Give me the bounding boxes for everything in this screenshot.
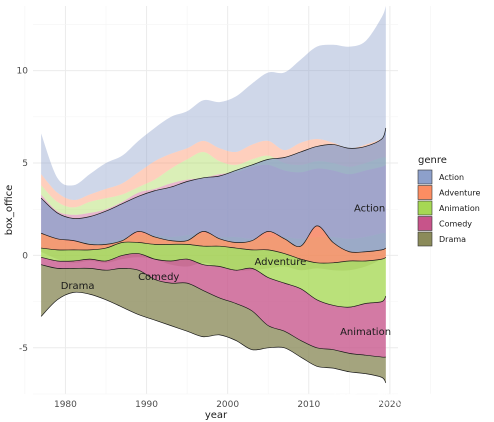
areas-dark-layer bbox=[40, 127, 387, 384]
area-light-action bbox=[41, 6, 386, 201]
x-tick-label: 2020 bbox=[378, 400, 401, 410]
legend-title: genre bbox=[418, 155, 447, 166]
legend-key-adventure bbox=[417, 185, 433, 200]
annotation-animation: Animation bbox=[340, 327, 391, 338]
annotation-comedy: Comedy bbox=[138, 272, 179, 283]
plot-area: Drama Comedy Adventure Action Animation bbox=[24, 6, 431, 395]
area-edge-action bbox=[40, 127, 387, 219]
area-edge-bottom bbox=[40, 291, 387, 384]
y-axis: -5 0 5 10 bbox=[17, 67, 29, 354]
y-tick-label: 10 bbox=[17, 67, 29, 77]
legend-label-comedy: Comedy bbox=[439, 220, 472, 229]
legend-label-action: Action bbox=[439, 173, 464, 182]
x-axis-title: year bbox=[205, 410, 228, 421]
area-dark-animation bbox=[41, 242, 386, 308]
legend-label-adventure: Adventure bbox=[439, 189, 480, 198]
x-tick-label: 2010 bbox=[297, 400, 320, 410]
legend-key-animation bbox=[417, 200, 433, 216]
area-dark-adventure bbox=[41, 225, 386, 264]
area-edge-comedy bbox=[41, 253, 387, 308]
y-axis-title: box_office bbox=[4, 185, 15, 236]
legend-key-comedy bbox=[417, 216, 433, 231]
x-tick-label: 1990 bbox=[135, 400, 158, 410]
area-edge-drama bbox=[41, 264, 386, 358]
x-tick-label: 2000 bbox=[216, 400, 239, 410]
y-tick-label: 0 bbox=[22, 251, 28, 261]
legend-key-drama bbox=[417, 231, 433, 247]
x-axis: 1980 1990 2000 2010 2020 bbox=[54, 400, 402, 410]
annotation-action: Action bbox=[354, 203, 385, 214]
area-dark-action bbox=[41, 127, 386, 253]
legend-label-drama: Drama bbox=[439, 235, 466, 244]
annotation-adventure: Adventure bbox=[255, 257, 307, 268]
area-edge-animation bbox=[41, 241, 387, 264]
legend-label-animation: Animation bbox=[439, 204, 480, 213]
legend-key-action bbox=[417, 169, 433, 185]
area-edge-adventure bbox=[40, 225, 387, 253]
watermark: 知乎 @武汉百奥维凡生物 bbox=[333, 392, 480, 408]
x-tick-label: 1980 bbox=[54, 400, 77, 410]
legend: genre Action Adventure Animation Comedy Dram… bbox=[417, 155, 480, 247]
area-dark-drama bbox=[41, 264, 386, 383]
y-tick-label: 5 bbox=[22, 159, 28, 169]
annotation-drama: Drama bbox=[61, 281, 95, 292]
area-annotations: Drama Comedy Adventure Action Animation bbox=[61, 203, 391, 338]
area-dark-comedy bbox=[41, 253, 386, 358]
y-tick-label: -5 bbox=[19, 344, 28, 354]
